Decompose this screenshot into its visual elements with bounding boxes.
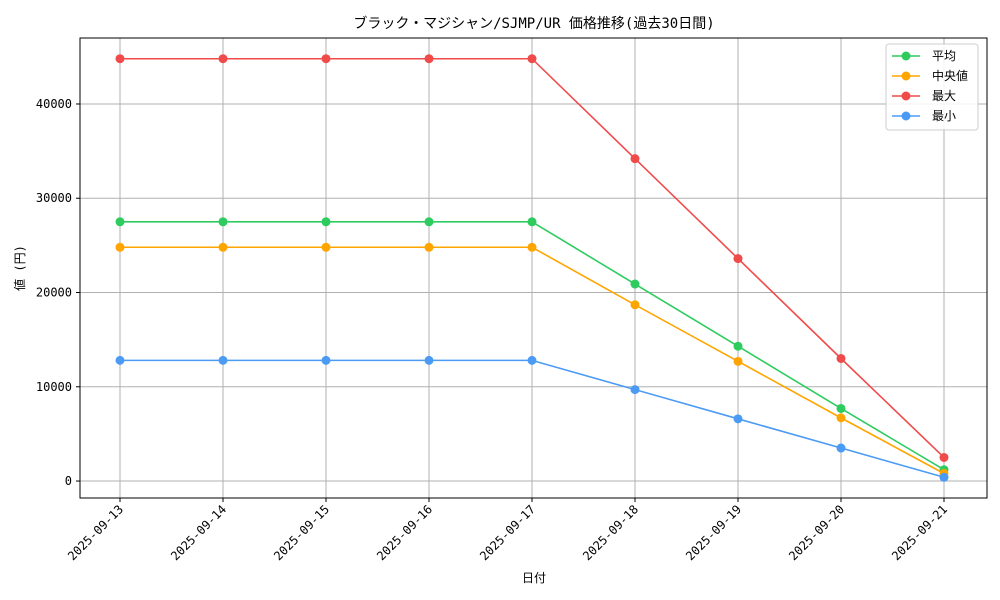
data-point [115,54,125,64]
x-tick-label: 2025-09-16 [374,502,435,563]
data-point [836,353,846,363]
data-point [115,217,125,227]
x-tick-label: 2025-09-15 [271,502,332,563]
x-axis: 2025-09-13 2025-09-14 2025-09-15 2025-09-16… [65,498,950,563]
plot-area [79,37,988,499]
y-tick-label: 0 [65,474,72,488]
series-0 [115,217,949,475]
legend-label: 平均 [932,49,956,63]
series-2 [115,54,949,462]
data-point [733,356,743,366]
legend-swatch-marker [901,51,911,61]
data-point [630,385,640,395]
x-axis-label: 日付 [522,571,546,585]
data-point [424,54,434,64]
data-point [836,443,846,453]
data-point [115,355,125,365]
data-point [527,217,537,227]
data-point [115,242,125,252]
x-tick-label: 2025-09-17 [477,502,538,563]
grid [80,38,987,498]
x-tick-label: 2025-09-18 [580,502,641,563]
data-point [939,472,949,482]
chart-title: ブラック・マジシャン/SJMP/UR 価格推移(過去30日間) [353,15,714,32]
legend-swatch-marker [901,111,911,121]
data-point [939,452,949,462]
data-point [321,54,331,64]
series-group [115,54,949,482]
data-point [424,355,434,365]
data-point [424,242,434,252]
data-point [733,254,743,264]
data-point [527,355,537,365]
legend-label: 中央値 [932,68,968,83]
x-tick-label: 2025-09-20 [786,502,847,563]
legend-box [885,43,979,131]
data-point [218,217,228,227]
y-tick-label: 10000 [36,380,72,394]
data-point [218,242,228,252]
y-tick-label: 40000 [36,97,72,111]
x-tick-label: 2025-09-19 [683,502,744,563]
series-3 [115,355,949,482]
data-point [630,154,640,164]
data-point [836,413,846,423]
data-point [630,279,640,289]
data-point [733,341,743,351]
data-point [321,355,331,365]
y-axis-label: 値 (円) [12,245,27,291]
y-tick-label: 20000 [36,286,72,300]
data-point [630,300,640,310]
x-tick-label: 2025-09-13 [65,502,126,563]
data-point [424,217,434,227]
data-point [527,242,537,252]
legend-swatch-marker [901,71,911,81]
legend-item: 最大 [892,89,956,103]
x-tick-label: 2025-09-21 [889,502,950,563]
legend-item: 中央値 [892,68,968,83]
legend-label: 最大 [932,89,956,103]
data-point [321,242,331,252]
data-point [218,54,228,64]
x-tick-label: 2025-09-14 [168,502,229,563]
data-point [321,217,331,227]
data-point [527,54,537,64]
legend-item: 平均 [892,49,956,63]
legend-swatch-marker [901,91,911,101]
y-axis: 0 10000 20000 30000 40000 [36,97,80,488]
legend-label: 最小 [932,109,956,123]
data-point [218,355,228,365]
y-tick-label: 30000 [36,191,72,205]
legend-item: 最小 [892,109,956,123]
data-point [733,414,743,424]
data-point [836,403,846,413]
